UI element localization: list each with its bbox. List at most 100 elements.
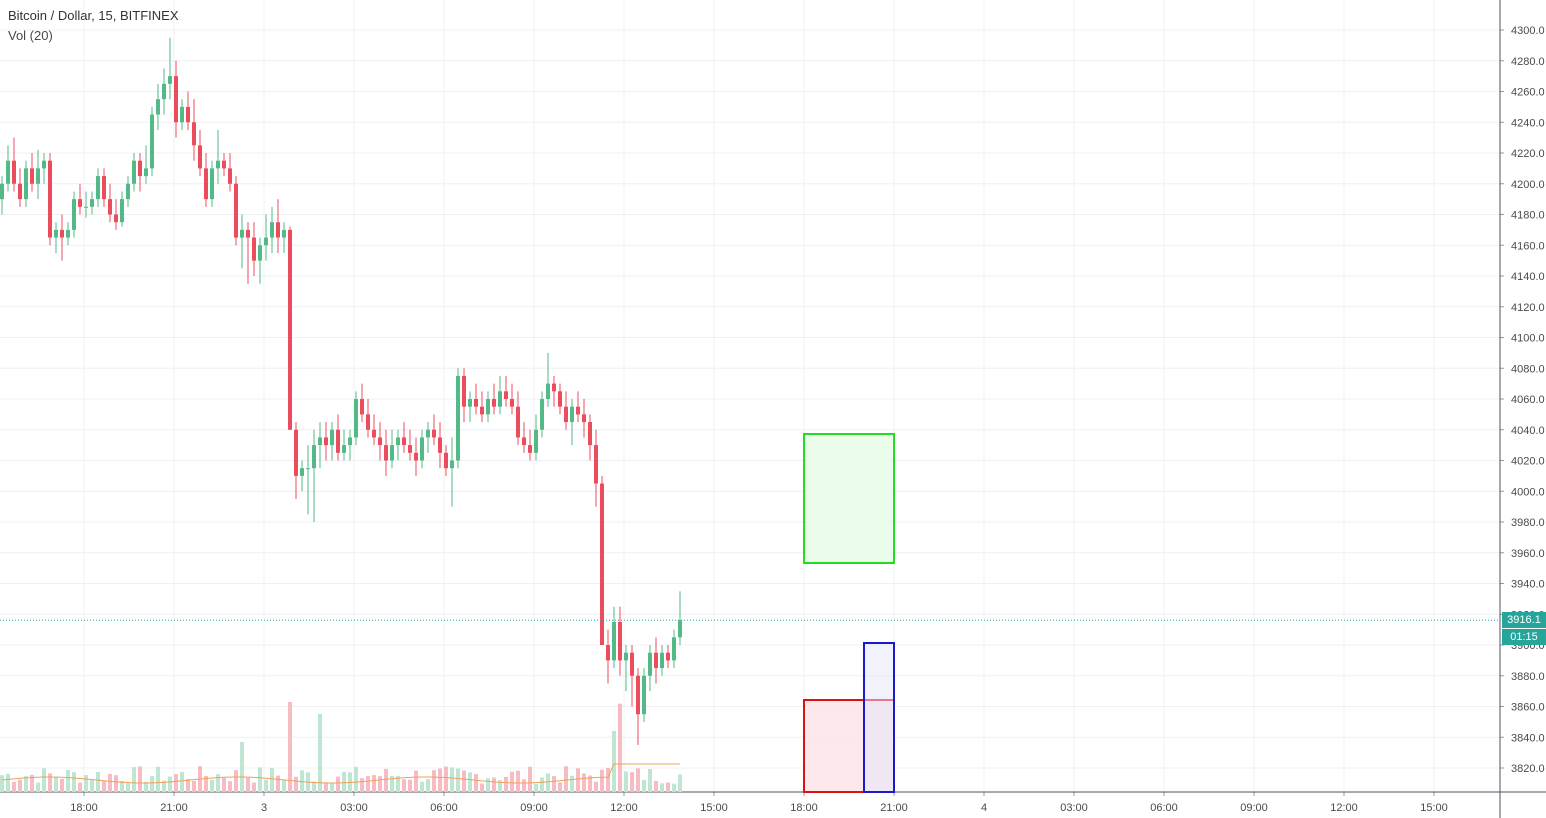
time-axis-tick: 21:00 <box>160 802 188 814</box>
volume-bar <box>678 774 682 792</box>
price-axis-tick: 4080.0 <box>1511 363 1545 375</box>
blue-range-rectangle[interactable] <box>863 642 895 793</box>
candle <box>360 399 364 415</box>
time-axis-tick: 15:00 <box>1420 802 1448 814</box>
volume-bar <box>546 773 550 792</box>
candle <box>282 229 286 238</box>
volume-bar <box>606 767 610 792</box>
volume-bar <box>582 773 586 792</box>
time-axis-tick: 3 <box>261 802 267 814</box>
volume-bar <box>588 775 592 792</box>
volume-bar <box>402 779 406 792</box>
volume-bar <box>144 781 148 792</box>
volume-bar <box>672 783 676 792</box>
current-price-label: 3916.1 <box>1502 612 1546 628</box>
candle <box>630 652 634 676</box>
candle <box>150 114 154 169</box>
price-axis-tick: 4120.0 <box>1511 302 1545 314</box>
volume-bar <box>516 770 520 792</box>
volume-bar <box>594 781 598 792</box>
candle <box>648 652 652 676</box>
volume-bar <box>252 782 256 792</box>
volume-bar <box>192 780 196 792</box>
volume-bar <box>390 775 394 792</box>
candle <box>438 437 442 453</box>
chart-legend: Bitcoin / Dollar, 15, BITFINEX Vol (20) <box>8 6 179 46</box>
candle <box>6 160 10 184</box>
volume-bar <box>222 778 226 792</box>
candle <box>168 76 172 84</box>
volume-bar <box>54 776 58 792</box>
volume-bar <box>558 782 562 792</box>
candle <box>42 160 46 169</box>
time-axis-tick: 15:00 <box>700 802 728 814</box>
candle <box>36 168 40 184</box>
candle <box>366 414 370 430</box>
candle <box>612 621 616 661</box>
volume-bar <box>534 783 538 792</box>
price-axis-tick: 4180.0 <box>1511 210 1545 222</box>
candle <box>378 437 382 446</box>
volume-bar <box>564 766 568 792</box>
candle <box>18 183 22 200</box>
candle <box>228 168 232 184</box>
candle <box>498 391 502 407</box>
candle <box>246 229 250 238</box>
candle <box>564 406 568 423</box>
price-axis-tick: 4220.0 <box>1511 148 1545 160</box>
candle <box>342 445 346 453</box>
volume-bar <box>342 771 346 792</box>
volume-bar <box>180 771 184 792</box>
time-axis-tick: 18:00 <box>70 802 98 814</box>
candle <box>270 222 274 238</box>
volume-bar <box>318 713 322 792</box>
time-axis-tick: 12:00 <box>1330 802 1358 814</box>
volume-bar <box>234 770 238 792</box>
candle <box>240 229 244 238</box>
time-axis-tick: 09:00 <box>520 802 548 814</box>
candle <box>156 99 160 115</box>
volume-bar <box>432 770 436 792</box>
candle <box>390 445 394 461</box>
volume-bar <box>360 778 364 792</box>
volume-bar <box>648 769 652 792</box>
candle <box>528 445 532 453</box>
candle <box>78 199 82 207</box>
volume-bar <box>42 768 46 792</box>
volume-bar <box>36 782 40 792</box>
candle <box>186 106 190 123</box>
volume-bar <box>120 780 124 792</box>
candle <box>462 375 466 407</box>
candle <box>468 399 472 407</box>
volume-bar <box>576 768 580 792</box>
volume-bar <box>636 768 640 792</box>
volume-bar <box>216 774 220 792</box>
candle <box>558 391 562 407</box>
candle <box>414 452 418 461</box>
time-axis-tick: 21:00 <box>880 802 908 814</box>
volume-bar <box>324 782 328 792</box>
volume-bar <box>24 776 28 792</box>
volume-bar <box>540 777 544 792</box>
candle <box>96 176 100 200</box>
volume-bar <box>504 776 508 792</box>
volume-bar <box>642 779 646 792</box>
volume-bar <box>48 773 52 792</box>
volume-bar <box>660 783 664 792</box>
green-target-rectangle[interactable] <box>803 433 895 564</box>
volume-bar <box>264 779 268 792</box>
volume-bar <box>492 777 496 792</box>
volume-bar <box>426 779 430 792</box>
volume-bar <box>204 775 208 792</box>
volume-bar <box>126 783 130 792</box>
volume-bar <box>366 776 370 792</box>
volume-bar <box>156 766 160 792</box>
candle <box>30 168 34 184</box>
volume-indicator-label: Vol (20) <box>8 28 53 43</box>
candle <box>192 122 196 146</box>
volume-bar <box>294 776 298 792</box>
volume-bar <box>510 771 514 792</box>
price-axis-tick: 3960.0 <box>1511 548 1545 560</box>
volume-bar <box>150 776 154 792</box>
